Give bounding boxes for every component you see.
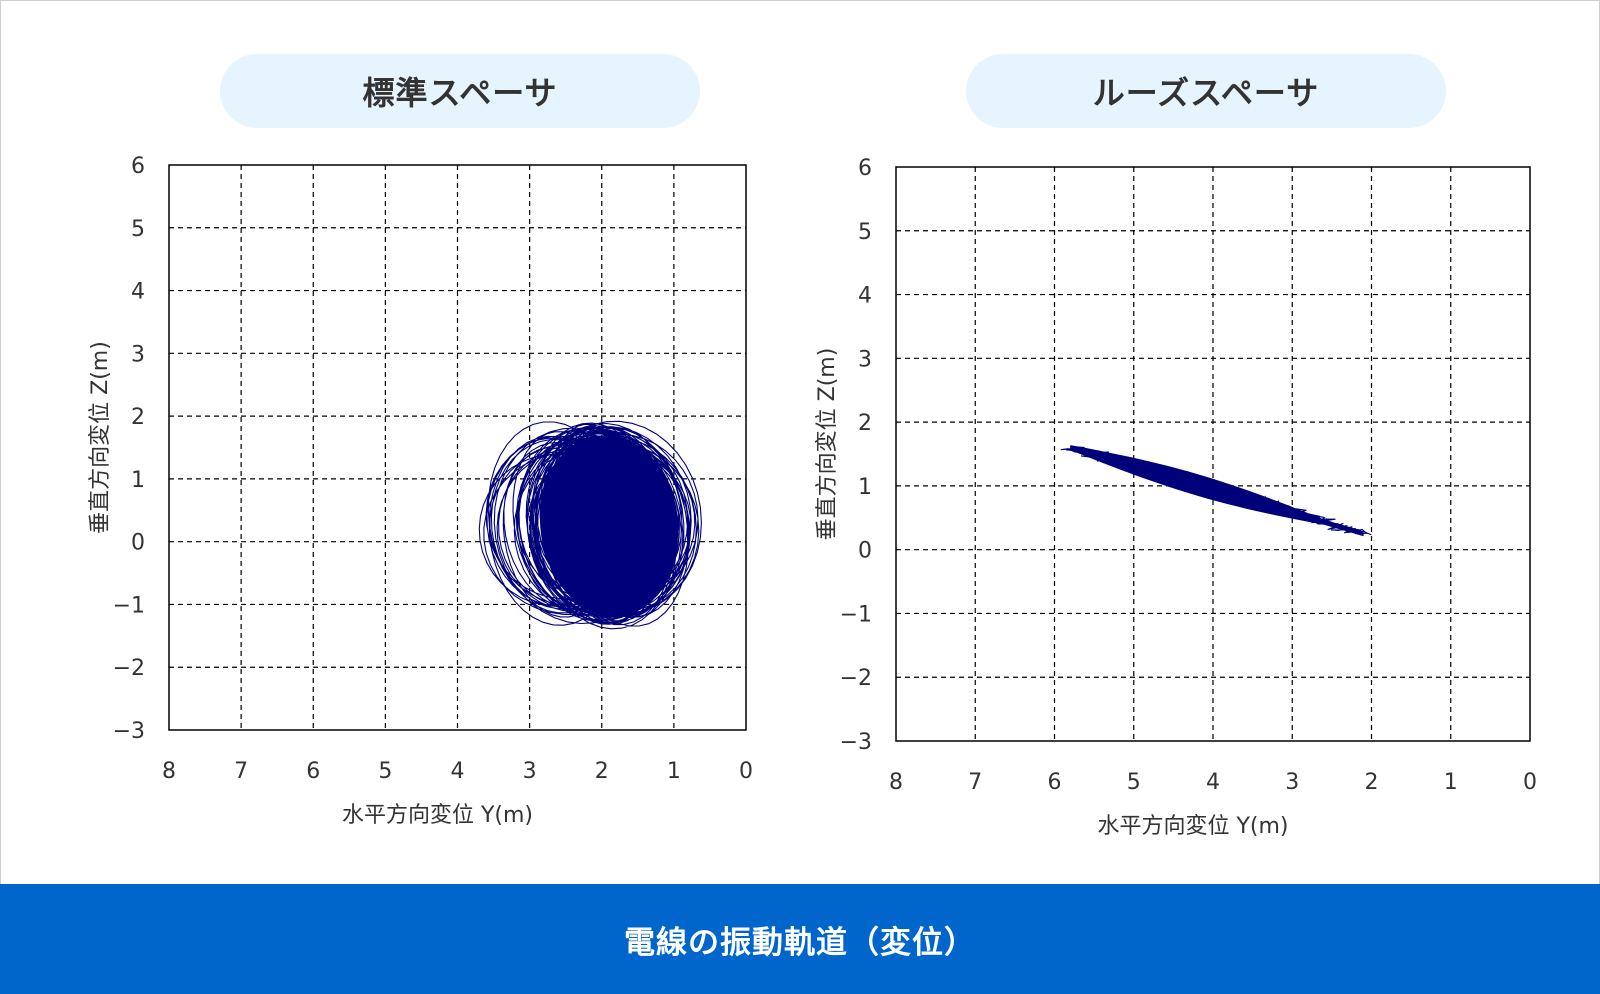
chart-standard-spacer: 8 7 6 5 4 3 2 1 0 6 5 4 3 2 1 0 −1 −2 −3 水平方向変位 Y(m) 垂直方向変位 …	[88, 154, 753, 828]
x-tick-label: 3	[1285, 770, 1299, 795]
y-tick-label: −2	[113, 656, 145, 681]
footer-caption: 電線の振動軌道（変位）	[0, 884, 1600, 994]
x-tick-label: 5	[1127, 770, 1141, 795]
x-tick-label: 1	[667, 759, 681, 784]
y-tick-label: 6	[131, 154, 145, 179]
y-tick-label: 1	[858, 475, 872, 500]
title-loose-spacer: ルーズスペーサ	[966, 54, 1446, 128]
grid	[896, 167, 1530, 741]
x-tick-label: 6	[1048, 770, 1062, 795]
x-axis-label: 水平方向変位 Y(m)	[342, 803, 533, 828]
y-tick-label: 4	[131, 280, 145, 305]
y-tick-label: −3	[840, 730, 872, 755]
x-tick-label: 8	[889, 770, 903, 795]
y-tick-label: −1	[840, 602, 872, 627]
chart-loose-spacer: 8 7 6 5 4 3 2 1 0 6 5 4 3 2 1 0 −1 −2 −3 水平方向変位 Y(m) 垂直方向変位 …	[815, 156, 1537, 839]
x-tick-label: 2	[1365, 770, 1379, 795]
y-axis-label: 垂直方向変位 Z(m)	[88, 341, 113, 534]
y-tick-label: 6	[858, 156, 872, 181]
y-tick-label: 5	[131, 217, 145, 242]
x-tick-label: 8	[162, 759, 176, 784]
x-tick-label: 7	[234, 759, 248, 784]
y-tick-label: 0	[131, 531, 145, 556]
trajectory-trace	[1060, 445, 1372, 537]
y-tick-label: 2	[131, 405, 145, 430]
x-tick-label: 1	[1444, 770, 1458, 795]
y-tick-label: 3	[858, 347, 872, 372]
y-tick-label: 1	[131, 468, 145, 493]
y-tick-label: −3	[113, 719, 145, 744]
y-tick-label: 5	[858, 220, 872, 245]
trajectory-trace	[478, 420, 702, 630]
y-axis-label: 垂直方向変位 Z(m)	[815, 348, 840, 541]
y-tick-label: −2	[840, 666, 872, 691]
x-tick-label: 7	[968, 770, 982, 795]
x-tick-label: 6	[306, 759, 320, 784]
x-tick-label: 0	[1523, 770, 1537, 795]
x-tick-label: 0	[739, 759, 753, 784]
x-tick-label: 5	[378, 759, 392, 784]
x-tick-label: 4	[451, 759, 465, 784]
y-tick-label: 4	[858, 284, 872, 309]
x-axis-label: 水平方向変位 Y(m)	[1097, 814, 1288, 839]
x-tick-label: 4	[1206, 770, 1220, 795]
trajectory-loops	[1060, 446, 1372, 536]
x-tick-label: 2	[595, 759, 609, 784]
trajectory-loops	[478, 420, 702, 630]
y-tick-label: 0	[858, 539, 872, 564]
title-standard-spacer: 標準スペーサ	[220, 54, 700, 128]
y-tick-label: −1	[113, 593, 145, 618]
y-tick-label: 2	[858, 411, 872, 436]
x-tick-label: 3	[523, 759, 537, 784]
y-tick-label: 3	[131, 342, 145, 367]
